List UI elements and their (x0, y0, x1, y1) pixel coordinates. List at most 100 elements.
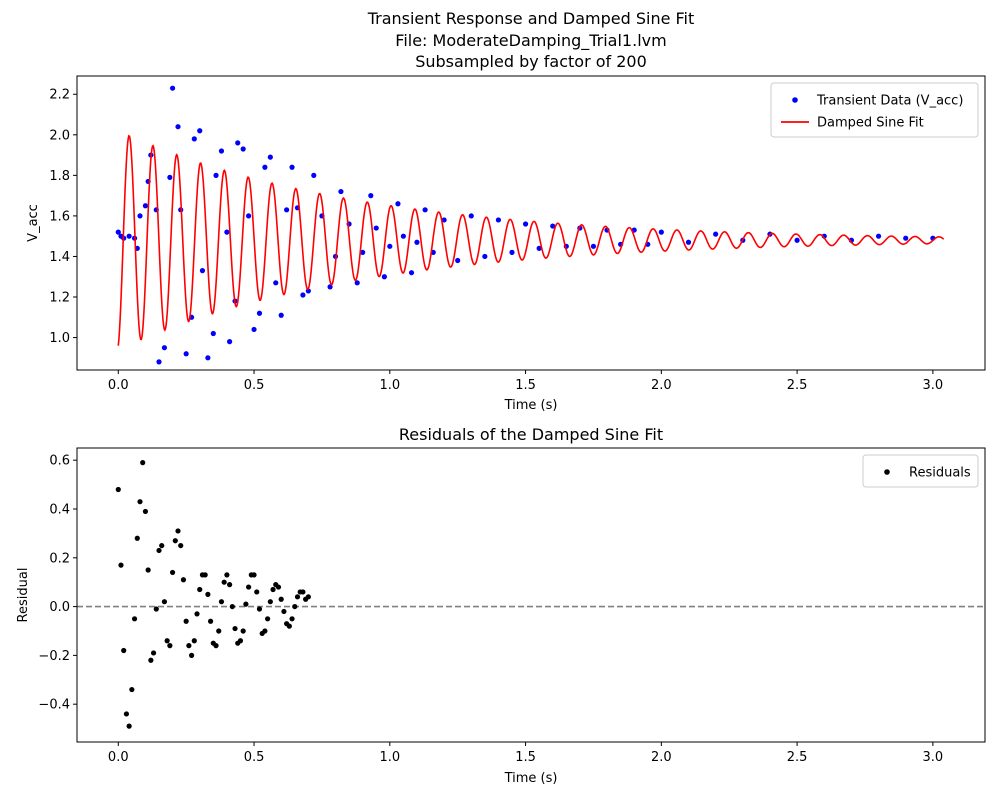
panel-0-data-point (199, 268, 206, 274)
panel-0-data-point (246, 213, 252, 219)
panel-1-data-point (169, 569, 176, 576)
panel-0-y-tick-label: 1.6 (49, 209, 70, 224)
panel-1-data-point (256, 606, 263, 612)
panel-1-data-point (246, 584, 252, 590)
panel-1-data-point (140, 460, 146, 466)
panel-0-data-point (210, 330, 216, 337)
panel-0-legend-swatch-marker (792, 97, 798, 103)
panel-1-data-point (150, 650, 157, 656)
panel-0-data-point (550, 223, 556, 229)
panel-1-axes-frame (76, 447, 986, 743)
panel-1-y-tick-label: 0.4 (49, 502, 70, 517)
panel-0-data-point (387, 243, 393, 249)
panel-0-x-tick-label: 1.0 (379, 378, 400, 393)
panel-0-data-point (422, 207, 428, 213)
panel-0-data-point (590, 243, 597, 249)
panel-1-y-tick-label: −0.2 (38, 649, 70, 664)
panel-1-data-point (188, 652, 195, 658)
panel-1-data-point (229, 603, 235, 610)
panel-0-data-point (482, 253, 488, 260)
panel-1-data-point (186, 643, 192, 649)
panel-0-data-point (251, 326, 257, 333)
panel-1-data-point (172, 538, 178, 544)
panel-1-legend-swatch-marker (884, 469, 890, 475)
panel-1-data-point (202, 572, 208, 578)
panel-1-data-point (251, 572, 257, 578)
panel-1-data-point (180, 577, 187, 583)
panel-0-data-point (161, 345, 168, 351)
panel-1-data-point (240, 628, 246, 634)
panel-1-data-point (175, 528, 181, 534)
panel-1-x-tick-label: 3.0 (923, 750, 944, 765)
panel-0-data-point (468, 213, 474, 219)
panel-0-title-line-2: Subsampled by factor of 200 (415, 52, 647, 71)
panel-0-data-point (197, 128, 203, 134)
panel-0-title-line-0: Transient Response and Damped Sine Fit (367, 9, 695, 28)
panel-1-data-point (118, 562, 124, 568)
panel-1-data-point (216, 628, 222, 634)
panel-0-data-point (338, 188, 344, 195)
panel-0-data-point (408, 270, 415, 276)
panel-0-y-tick-label: 1.8 (49, 169, 70, 184)
panel-0-data-point (142, 203, 149, 209)
panel-0-data-point (235, 140, 241, 146)
panel-1-data-point (270, 586, 276, 593)
panel-0-data-point (311, 172, 317, 178)
panel-1-data-point (194, 611, 200, 617)
panel-1-y-axis-label: Residual (16, 568, 31, 623)
panel-0-data-point (300, 292, 306, 298)
panel-0-data-point (794, 237, 800, 243)
panel-0-legend-box (770, 82, 979, 138)
panel-0-x-tick-label: 2.5 (787, 378, 808, 393)
panel-0-data-point (395, 201, 401, 207)
panel-1-data-point (237, 638, 244, 644)
panel-1-data-point (213, 643, 219, 649)
panel-0-x-tick-label: 2.0 (651, 378, 672, 393)
panel-1-x-tick-label: 2.0 (651, 750, 672, 765)
panel-0-series-line-fit (117, 134, 945, 346)
panel-1-data-point (123, 711, 130, 717)
panel-1-data-point (142, 508, 149, 515)
panel-1-data-point (262, 628, 268, 634)
panel-1-data-point (161, 599, 168, 605)
axes-top-transient: Transient Response and Damped Sine Fit Fi… (26, 9, 986, 413)
panel-1-data-point (207, 618, 214, 624)
panel-1-data-point (221, 579, 227, 585)
axes-bottom-residuals: Residuals of the Damped Sine Fit 0.0 0.5 1.… (16, 425, 986, 786)
panel-1-data-point (164, 638, 170, 644)
panel-0-data-point (115, 229, 121, 235)
panel-1-data-point (126, 723, 132, 729)
panel-0-data-point (227, 339, 233, 345)
panel-0-data-point (327, 284, 333, 290)
panel-1-data-point (131, 616, 138, 622)
panel-1-data-point (265, 616, 271, 622)
panel-0-y-tick-label: 2.0 (49, 128, 70, 143)
panel-1-y-tick-label: 0.0 (49, 600, 70, 615)
panel-1-y-tick-label: −0.4 (38, 698, 70, 713)
panel-0-y-axis-label: V_acc (26, 204, 41, 242)
panel-1-x-tick-label: 2.5 (787, 750, 808, 765)
panel-0-data-point (354, 280, 360, 286)
panel-0-data-point (368, 193, 374, 199)
panel-1-data-point (115, 486, 121, 493)
panel-1-data-point (178, 542, 184, 549)
panel-0-data-point (167, 174, 173, 180)
panel-0-data-point (455, 257, 461, 264)
panel-1-x-tick-label: 0.5 (244, 750, 265, 765)
panel-0-data-point (522, 221, 529, 227)
panel-0-data-point (224, 229, 230, 235)
panel-1-data-point (156, 547, 162, 554)
panel-0-legend-label: Transient Data (V_acc) (816, 94, 963, 109)
panel-0-data-point (875, 233, 882, 239)
panel-1-data-point (289, 616, 295, 622)
panel-0-data-point (289, 164, 295, 170)
panel-1-data-point (153, 606, 159, 612)
panel-0-y-tick-label: 1.2 (49, 291, 70, 306)
panel-1-data-point (281, 608, 287, 615)
panel-0-x-tick-label: 1.5 (515, 378, 536, 393)
panel-0-data-point (218, 148, 225, 154)
panel-1-data-point (121, 647, 127, 654)
panel-1-data-point (134, 535, 140, 541)
